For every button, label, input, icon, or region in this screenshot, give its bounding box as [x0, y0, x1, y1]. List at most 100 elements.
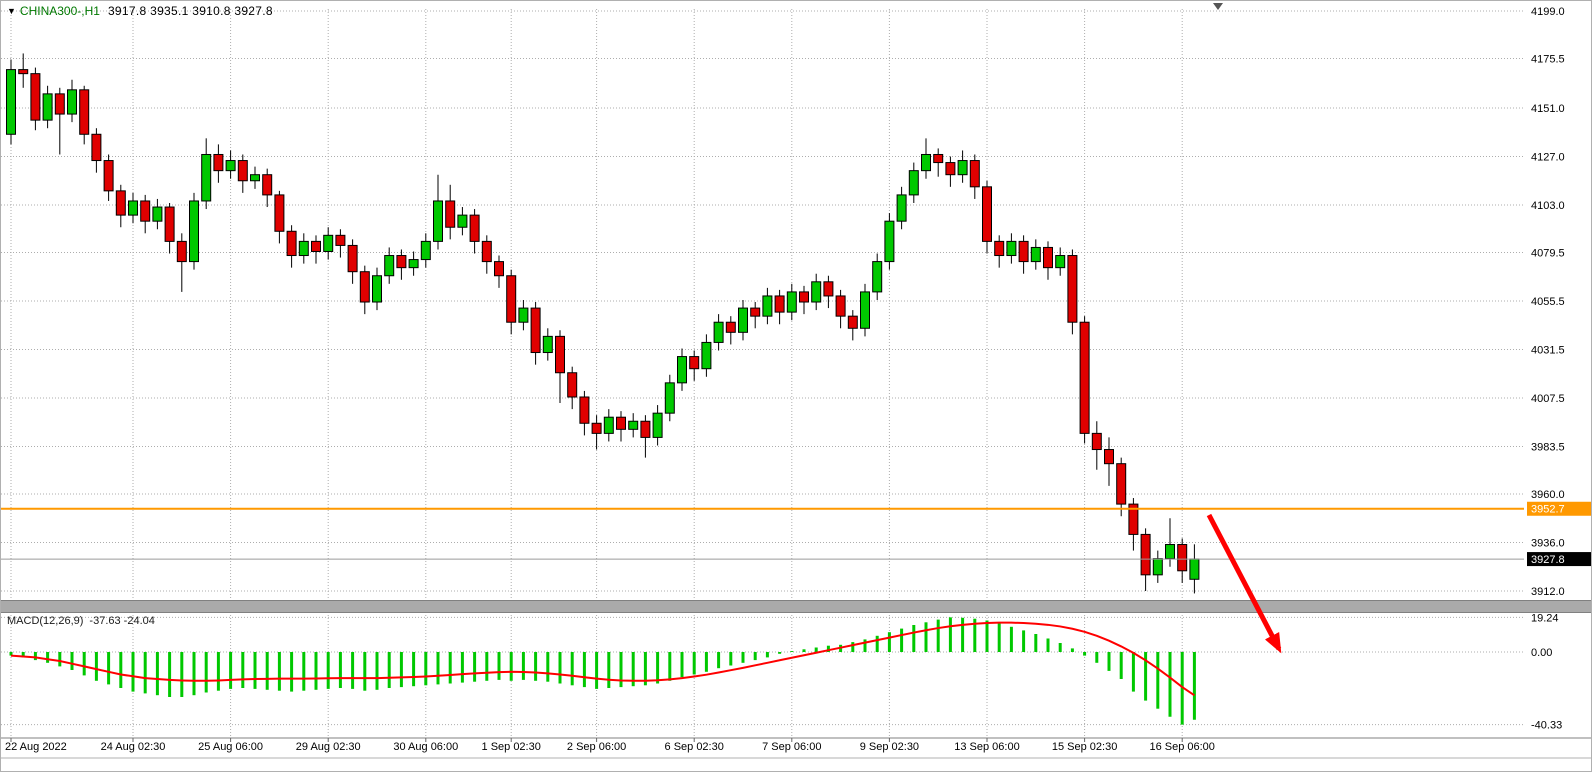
- hline-price-tag: [1527, 501, 1591, 516]
- candle-body: [1079, 321, 1090, 434]
- candle-body: [323, 234, 334, 252]
- candle-body: [969, 160, 980, 188]
- candle-body: [250, 174, 260, 182]
- candle-body: [786, 291, 797, 313]
- candle-body: [896, 194, 907, 222]
- price-axis-label: 3960.0: [1531, 489, 1565, 501]
- candle-body: [555, 335, 565, 374]
- candle-body: [152, 206, 163, 222]
- price-axis-label: 4055.5: [1531, 296, 1565, 308]
- candle-body: [396, 255, 407, 269]
- candle-body: [518, 307, 529, 323]
- candle-body: [542, 335, 553, 354]
- candle-body: [103, 160, 114, 192]
- candle-body: [908, 170, 919, 196]
- symbol-dropdown-icon[interactable]: ▼: [7, 6, 16, 16]
- macd-label: MACD(12,26,9): [7, 615, 84, 627]
- candle-body: [933, 153, 944, 164]
- symbol-info-bar: ▼ CHINA300-,H1 3917.8 3935.1 3910.8 3927.8: [7, 4, 273, 18]
- candle-body: [347, 244, 358, 273]
- candle-body: [1067, 255, 1078, 323]
- current-price-tag: [1527, 552, 1591, 567]
- candle-body: [506, 275, 517, 323]
- candle-body: [750, 307, 761, 317]
- time-axis-label: 9 Sep 02:30: [860, 741, 919, 753]
- macd-axis-label: 0.00: [1531, 647, 1552, 659]
- candle-body: [67, 89, 77, 115]
- candle-body: [6, 69, 16, 135]
- candle-body: [835, 295, 846, 317]
- candle-body: [79, 89, 90, 135]
- candle-body: [445, 200, 456, 228]
- candle-body: [762, 295, 773, 317]
- candle-body: [921, 153, 931, 172]
- price-axis-label: 4031.5: [1531, 345, 1565, 357]
- price-axis-label: 3936.0: [1531, 537, 1565, 549]
- macd-signal-line: [10, 621, 1195, 697]
- candle-body: [176, 240, 187, 263]
- candle-body: [945, 162, 956, 176]
- candle-body: [494, 261, 504, 277]
- candle-body: [799, 291, 809, 303]
- macd-values: -37.63 -24.04: [89, 615, 155, 627]
- candle-body: [994, 240, 1005, 257]
- trend-arrow[interactable]: [1206, 513, 1282, 654]
- candle-body: [1104, 449, 1114, 465]
- price-axis-label: 4199.0: [1531, 6, 1565, 18]
- candle-body: [1165, 544, 1175, 560]
- chart-shift-marker: [1213, 3, 1223, 10]
- candle-body: [1116, 463, 1127, 505]
- candle-body: [677, 356, 687, 384]
- candle-body: [54, 93, 65, 115]
- time-axis-label: 1 Sep 02:30: [482, 741, 541, 753]
- candle-body: [115, 190, 126, 216]
- time-axis-label: 6 Sep 02:30: [665, 741, 724, 753]
- candle-body: [1055, 255, 1066, 269]
- candle-body: [1177, 544, 1188, 572]
- candle-body: [384, 255, 395, 277]
- candle-body: [359, 271, 370, 303]
- candle-body: [1128, 503, 1139, 535]
- price-axis-label: 4079.5: [1531, 247, 1565, 259]
- candle-body: [860, 291, 870, 329]
- time-axis-label: 24 Aug 02:30: [101, 741, 166, 753]
- macd-indicator-label: MACD(12,26,9) -37.63 -24.04: [7, 615, 155, 627]
- candle-body: [201, 153, 212, 202]
- time-axis-label: 15 Sep 02:30: [1052, 741, 1117, 753]
- price-axis-label: 4127.0: [1531, 152, 1565, 164]
- candle-body: [481, 240, 492, 263]
- time-axis-label: 7 Sep 06:00: [762, 741, 821, 753]
- candle-body: [884, 220, 895, 263]
- candle-body: [1018, 240, 1029, 263]
- candle-body: [616, 416, 626, 430]
- candle-body: [286, 230, 297, 257]
- candle-body: [1140, 533, 1151, 576]
- candle-body: [640, 420, 651, 438]
- candle-body: [237, 160, 248, 182]
- candle-body: [42, 93, 53, 121]
- candle-body: [128, 200, 138, 216]
- candle-body: [579, 396, 590, 424]
- price-axis-label: 4151.0: [1531, 103, 1565, 115]
- candle-body: [274, 194, 285, 232]
- candle-body: [567, 372, 578, 398]
- time-axis-label: 22 Aug 2022: [5, 741, 67, 753]
- price-axis-label: 4103.0: [1531, 200, 1565, 212]
- time-axis-label: 30 Aug 06:00: [393, 741, 458, 753]
- candle-body: [213, 153, 224, 172]
- candle-body: [189, 200, 199, 263]
- time-axis-label: 13 Sep 06:00: [954, 741, 1019, 753]
- candle-body: [433, 200, 443, 242]
- current-price-tag-label: 3927.8: [1531, 554, 1565, 566]
- panel-separator[interactable]: [1, 601, 1592, 612]
- candle-body: [457, 214, 468, 228]
- price-axis-label: 3983.5: [1531, 442, 1565, 454]
- candle-body: [603, 416, 614, 434]
- time-axis-label: 25 Aug 06:00: [198, 741, 263, 753]
- candle-body: [823, 281, 834, 297]
- candle-body: [1043, 246, 1053, 269]
- symbol-timeframe-label: CHINA300-,H1: [19, 4, 100, 18]
- candle-body: [1152, 558, 1163, 576]
